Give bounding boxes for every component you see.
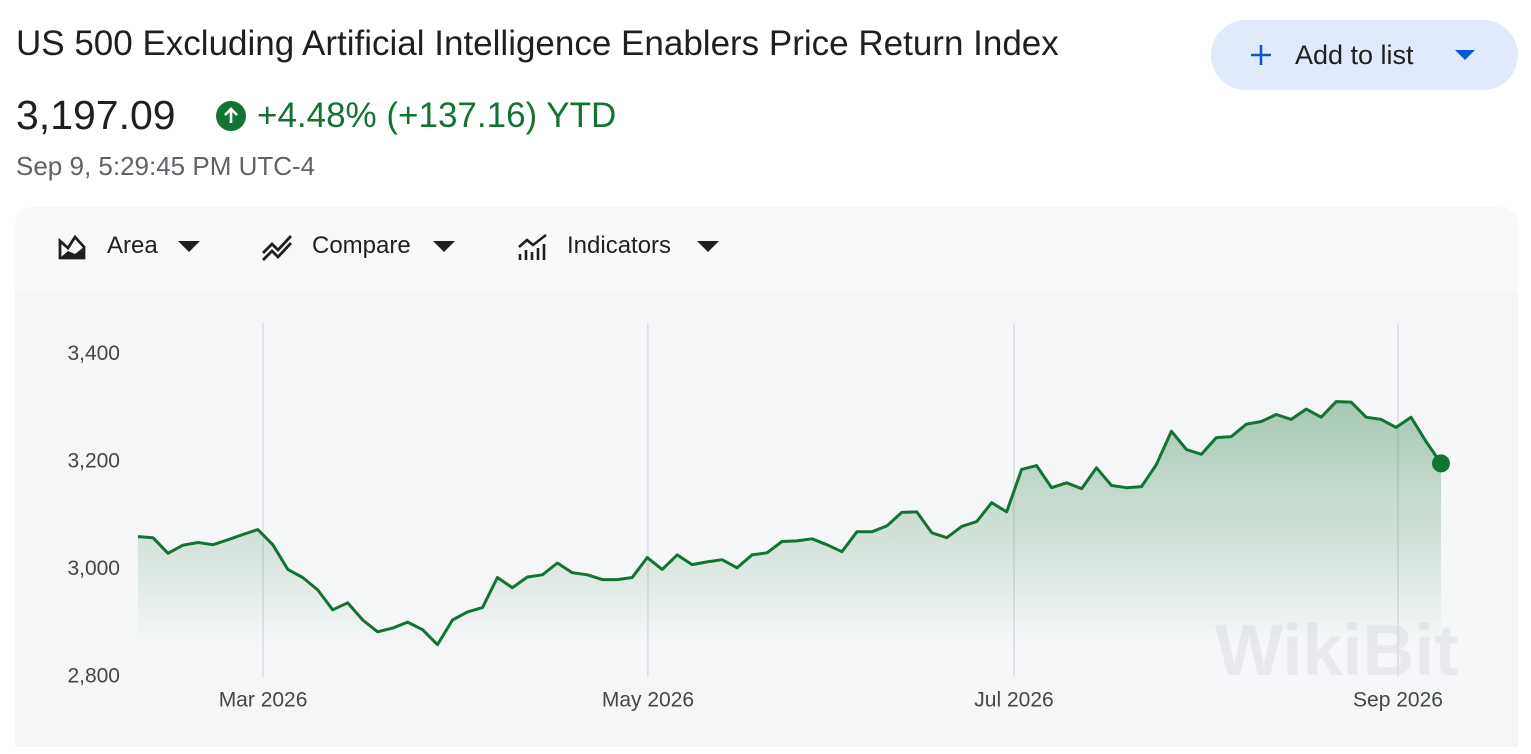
y-tick-label: 3,200 xyxy=(67,449,120,472)
caret xyxy=(433,241,455,252)
area-icon xyxy=(58,234,86,260)
price-line xyxy=(137,400,1443,647)
indicators-menu[interactable]: Indicators xyxy=(567,232,672,259)
button-label: Add to list xyxy=(1295,40,1414,70)
indicators-icon xyxy=(518,233,547,260)
change: +4.48% (+137.16) YTD xyxy=(257,96,617,135)
caret xyxy=(1455,50,1475,60)
plus-icon xyxy=(1251,45,1271,65)
chart-type-menu[interactable]: Area xyxy=(107,232,158,259)
y-tick-label: 3,400 xyxy=(67,342,120,365)
caret xyxy=(178,241,200,252)
caret xyxy=(697,241,719,252)
title: US 500 Excluding Artificial Intelligence… xyxy=(16,24,1059,63)
area-fill xyxy=(138,401,1441,645)
x-tick-label: Mar 2026 xyxy=(219,689,308,712)
end-point xyxy=(1432,454,1450,473)
timestamp: Sep 9, 5:29:45 PM UTC-4 xyxy=(16,151,316,181)
compare-icon xyxy=(262,235,293,261)
x-tick-label: Jul 2026 xyxy=(974,689,1053,712)
add-to-list-button[interactable]: Add to list xyxy=(1211,20,1518,90)
x-tick-label: Sep 2026 xyxy=(1353,689,1443,712)
x-tick-label: May 2026 xyxy=(602,689,694,712)
up-icon xyxy=(216,101,246,131)
y-tick-label: 2,800 xyxy=(67,665,120,688)
price: 3,197.09 xyxy=(16,92,176,138)
compare-menu[interactable]: Compare xyxy=(312,232,411,259)
y-tick-label: 3,000 xyxy=(67,557,120,580)
